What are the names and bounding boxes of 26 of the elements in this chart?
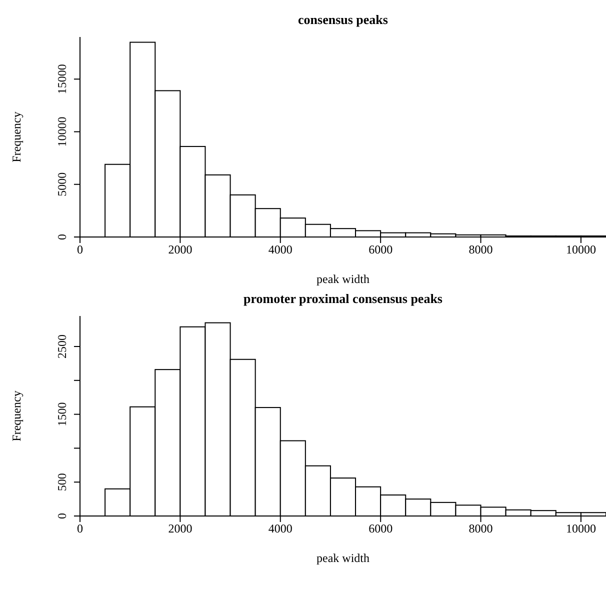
y-tick-label: 5000 — [55, 172, 69, 196]
x-tick-label: 6000 — [368, 522, 393, 536]
x-tick-label: 8000 — [468, 522, 493, 536]
y-tick-label: 500 — [55, 473, 69, 492]
y-tick-label: 1500 — [55, 402, 69, 426]
y-tick-label: 15000 — [55, 64, 69, 94]
chart-title: consensus peaks — [297, 11, 389, 29]
x-tick-label: 2000 — [168, 522, 192, 536]
x-tick-label: 8000 — [468, 242, 493, 257]
x-axis-title: peak width — [316, 272, 370, 286]
chart-title: promoter proximal consensus peaks — [242, 290, 444, 308]
x-tick-label: 6000 — [368, 242, 393, 257]
x-tick-label: 0 — [77, 242, 83, 257]
y-axis-title: Frequency — [9, 390, 24, 442]
x-tick-label: 4000 — [268, 242, 292, 257]
x-tick-label: 10000 — [566, 242, 596, 257]
y-axis-title: Frequency — [9, 112, 24, 162]
y-tick-label: 10000 — [55, 116, 69, 147]
y-tick-label: 2500 — [55, 334, 69, 359]
x-tick-label: 10000 — [566, 522, 596, 536]
y-tick-label: 0 — [55, 513, 69, 519]
x-tick-label: 4000 — [268, 522, 292, 536]
y-tick-label: 0 — [55, 234, 69, 240]
x-tick-label: 0 — [77, 522, 83, 536]
x-axis-title: peak width — [316, 551, 370, 565]
x-tick-label: 2000 — [168, 242, 192, 257]
